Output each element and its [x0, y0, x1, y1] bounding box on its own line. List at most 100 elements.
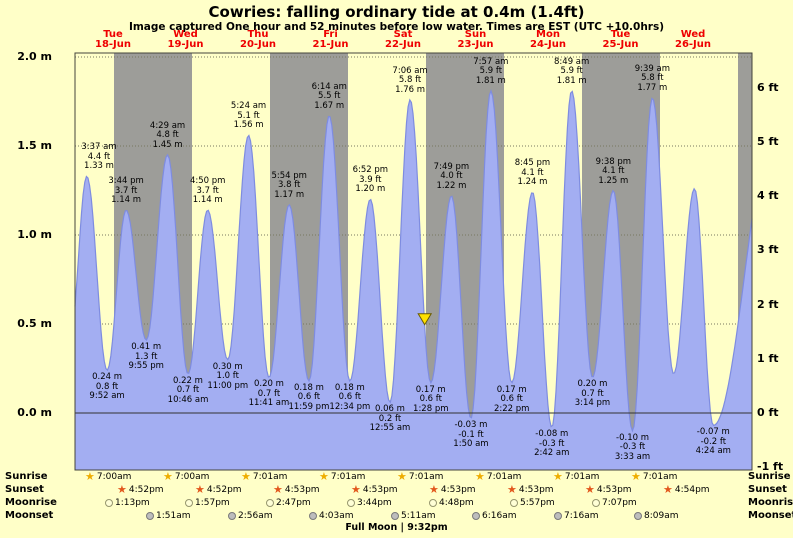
moonrise-entry: 1:57pm: [185, 497, 230, 509]
sunrise-row-label-left: Sunrise: [5, 471, 48, 483]
moonrise-entry: 5:57pm: [510, 497, 555, 509]
moonset-icon: [634, 512, 642, 520]
y-axis-metre-label: 1.0 m: [0, 229, 52, 241]
moonrise-time: 2:47pm: [276, 497, 311, 509]
moonrise-icon: [347, 499, 355, 507]
sunrise-entry: ★7:01am: [631, 471, 677, 483]
high-tide-annotation: 5:54 pm3.8 ft1.17 m: [263, 172, 315, 201]
sunset-icon: ★: [273, 485, 283, 495]
moonrise-time: 3:44pm: [357, 497, 392, 509]
high-tide-annotation: 3:44 pm3.7 ft1.14 m: [100, 177, 152, 206]
sunset-icon: ★: [117, 485, 127, 495]
moonrise-entry: 3:44pm: [347, 497, 392, 509]
high-tide-annotation: 4:29 am4.8 ft1.45 m: [142, 122, 194, 151]
sunrise-entry: ★7:01am: [397, 471, 443, 483]
sunset-entry: ★4:53pm: [351, 484, 398, 496]
sunset-icon: ★: [195, 485, 205, 495]
moonrise-icon: [185, 499, 193, 507]
moonrise-icon: [429, 499, 437, 507]
day-label-tue-25-jun: Tue25-Jun: [589, 30, 653, 50]
day-label-fri-21-jun: Fri21-Jun: [299, 30, 363, 50]
high-tide-annotation: 8:45 pm4.1 ft1.24 m: [506, 159, 558, 188]
moonset-entry: 2:56am: [228, 510, 273, 522]
sunset-time: 4:53pm: [285, 484, 320, 496]
sunrise-icon: ★: [241, 472, 251, 482]
y-axis-feet-label: 3 ft: [757, 244, 793, 256]
sunrise-icon: ★: [475, 472, 485, 482]
y-axis-metre-label: 0.0 m: [0, 407, 52, 419]
y-axis-metre-label: 2.0 m: [0, 51, 52, 63]
sunset-entry: ★4:53pm: [429, 484, 476, 496]
moonrise-row-label-left: Moonrise: [5, 497, 57, 509]
moonrise-row-label-right: Moonrise: [748, 497, 793, 509]
moonset-time: 6:16am: [482, 510, 517, 522]
sunrise-icon: ★: [553, 472, 563, 482]
moonrise-entry: 4:48pm: [429, 497, 474, 509]
day-label-tue-18-jun: Tue18-Jun: [81, 30, 145, 50]
moonset-time: 4:03am: [319, 510, 354, 522]
moonset-entry: 1:51am: [146, 510, 191, 522]
low-tide-annotation: 0.17 m0.6 ft2:22 pm: [486, 386, 538, 415]
sunrise-icon: ★: [163, 472, 173, 482]
sunset-row-label-right: Sunset: [748, 484, 787, 496]
moonset-icon: [391, 512, 399, 520]
sunset-time: 4:53pm: [441, 484, 476, 496]
moonset-time: 2:56am: [238, 510, 273, 522]
sunset-icon: ★: [429, 485, 439, 495]
day-label-sun-23-jun: Sun23-Jun: [444, 30, 508, 50]
moonrise-icon: [105, 499, 113, 507]
sunrise-entry: ★7:01am: [553, 471, 599, 483]
y-axis-metre-label: 0.5 m: [0, 318, 52, 330]
sunrise-time: 7:01am: [331, 471, 366, 483]
tide-chart-page: Cowries: falling ordinary tide at 0.4m (…: [0, 0, 793, 538]
y-axis-feet-label: 4 ft: [757, 190, 793, 202]
sunset-time: 4:53pm: [519, 484, 554, 496]
moonrise-icon: [266, 499, 274, 507]
sunset-icon: ★: [585, 485, 595, 495]
sunset-icon: ★: [351, 485, 361, 495]
sunset-time: 4:54pm: [675, 484, 710, 496]
y-axis-metre-label: 1.5 m: [0, 140, 52, 152]
moonrise-time: 4:48pm: [439, 497, 474, 509]
moonset-row-label-right: Moonset: [748, 510, 793, 522]
moonrise-entry: 2:47pm: [266, 497, 311, 509]
sunrise-time: 7:01am: [487, 471, 522, 483]
moonrise-entry: 7:07pm: [592, 497, 637, 509]
sunrise-icon: ★: [631, 472, 641, 482]
high-tide-annotation: 9:38 pm4.1 ft1.25 m: [587, 158, 639, 187]
y-axis-feet-label: 0 ft: [757, 407, 793, 419]
moonset-time: 7:16am: [564, 510, 599, 522]
low-tide-annotation: 0.20 m0.7 ft3:14 pm: [566, 380, 618, 409]
moonrise-time: 1:57pm: [195, 497, 230, 509]
moonrise-time: 1:13pm: [115, 497, 150, 509]
sunset-entry: ★4:52pm: [195, 484, 242, 496]
moonset-row-label-left: Moonset: [5, 510, 53, 522]
sunrise-icon: ★: [319, 472, 329, 482]
sunrise-entry: ★7:00am: [85, 471, 131, 483]
high-tide-annotation: 7:57 am5.9 ft1.81 m: [465, 58, 517, 87]
day-label-wed-19-jun: Wed19-Jun: [154, 30, 218, 50]
sunrise-entry: ★7:00am: [163, 471, 209, 483]
sunrise-entry: ★7:01am: [475, 471, 521, 483]
sunset-entry: ★4:52pm: [117, 484, 164, 496]
high-tide-annotation: 7:06 am5.8 ft1.76 m: [384, 67, 436, 96]
y-axis-feet-label: 5 ft: [757, 136, 793, 148]
low-tide-annotation: 0.41 m1.3 ft9:55 pm: [120, 343, 172, 372]
sunset-icon: ★: [507, 485, 517, 495]
sunset-row-label-left: Sunset: [5, 484, 44, 496]
high-tide-annotation: 9:39 am5.8 ft1.77 m: [626, 65, 678, 94]
moonrise-icon: [592, 499, 600, 507]
moonrise-time: 5:57pm: [520, 497, 555, 509]
y-axis-feet-label: 6 ft: [757, 82, 793, 94]
moonrise-icon: [510, 499, 518, 507]
sunrise-icon: ★: [85, 472, 95, 482]
sunrise-time: 7:01am: [565, 471, 600, 483]
high-tide-annotation: 7:49 pm4.0 ft1.22 m: [425, 163, 477, 192]
day-label-wed-26-jun: Wed26-Jun: [661, 30, 725, 50]
sunrise-row-label-right: Sunrise: [748, 471, 791, 483]
moonset-icon: [146, 512, 154, 520]
high-tide-annotation: 5:24 am5.1 ft1.56 m: [223, 102, 275, 131]
sunset-time: 4:52pm: [207, 484, 242, 496]
moonset-entry: 4:03am: [309, 510, 354, 522]
day-label-thu-20-jun: Thu20-Jun: [226, 30, 290, 50]
